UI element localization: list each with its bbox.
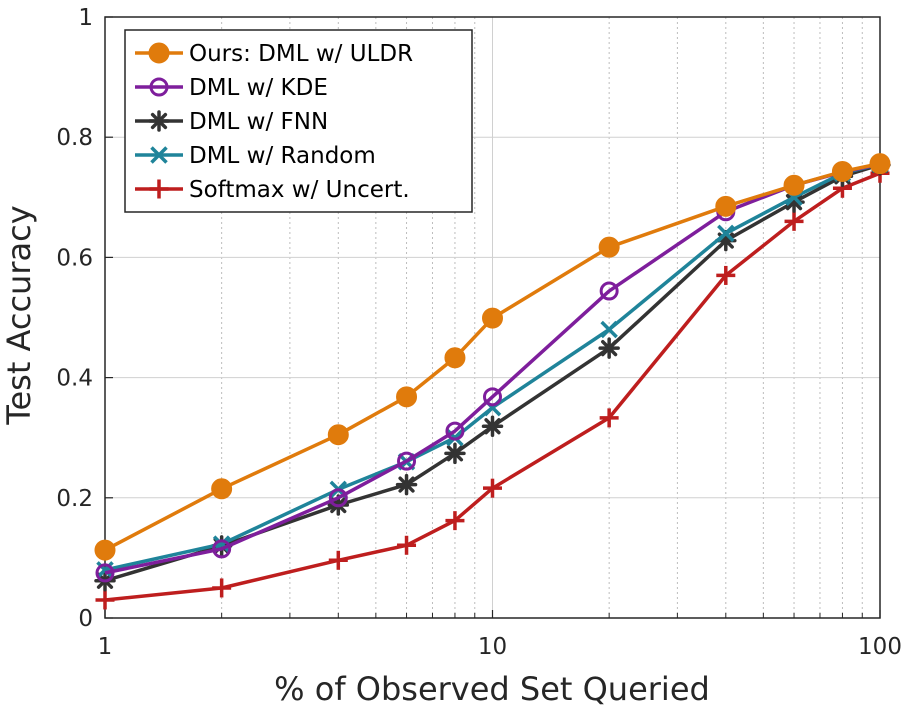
x-axis-label: % of Observed Set Queried [274,670,710,708]
marker-stroke [785,193,803,211]
data-point [598,337,620,359]
marker-stroke [446,445,464,462]
legend-marker [149,179,169,199]
marker-shape [445,421,465,441]
marker-shape [483,387,502,407]
x-tick-label: 10 [478,634,507,660]
marker-stroke [600,320,618,339]
series-ours-dml-w-uldr [94,153,891,561]
marker-stroke [601,340,618,357]
legend-item: Softmax w/ Uncert. [135,177,410,203]
data-point [716,265,736,285]
marker-shape [397,451,417,471]
legend-label: Ours: DML w/ ULDR [189,41,413,67]
legend-item: DML w/ Random [135,143,376,169]
marker-shape [148,42,170,64]
legend-marker [148,110,170,132]
data-point [482,307,503,329]
marker-stroke [484,418,501,435]
marker-shape [149,77,169,97]
marker-stroke [717,224,735,243]
y-tick-label: 0.6 [56,245,93,271]
marker-shape [444,347,466,369]
data-point [396,386,418,408]
marker-stroke [150,146,168,164]
data-point [444,442,466,465]
data-point [211,478,233,500]
legend-marker [149,77,169,97]
data-point [95,563,115,583]
marker-shape [482,307,503,329]
marker-shape [715,195,737,217]
y-tick-label: 0.2 [56,486,93,512]
data-point [94,539,116,561]
marker-shape [598,236,620,258]
data-point [599,281,619,301]
legend-label: Softmax w/ Uncert. [189,177,410,203]
y-tick-label: 1 [78,5,93,31]
marker-shape [396,386,418,408]
data-point [783,174,805,196]
data-point [831,160,853,182]
marker-shape [869,153,891,175]
y-tick-label: 0.4 [56,366,93,392]
data-point [212,578,232,598]
data-point [869,153,891,175]
data-point [715,195,737,217]
data-point [328,550,348,570]
data-point [212,539,232,559]
marker-shape [599,281,619,301]
legend-label: DML w/ FNN [189,109,328,135]
legend-marker [148,42,170,64]
legend-marker [150,146,168,164]
data-point [397,451,417,471]
marker-shape [211,478,233,500]
data-point [397,535,417,555]
data-point [395,473,418,496]
data-point [784,211,804,231]
marker-shape [328,488,348,508]
legend-label: DML w/ KDE [189,75,328,101]
x-tick-label: 100 [858,634,902,660]
x-tick-label: 1 [98,634,113,660]
marker-shape [95,563,115,583]
y-tick-label: 0.8 [56,125,93,151]
legend-item: DML w/ KDE [135,75,328,101]
data-point [328,488,348,508]
data-point [717,224,735,243]
marker-shape [831,160,853,182]
data-point [445,421,465,441]
legend-item: Ours: DML w/ ULDR [135,41,413,67]
data-point [481,415,504,438]
y-axis-label: Test Accuracy [0,205,38,425]
marker-shape [212,539,232,559]
legend-label: DML w/ Random [189,143,376,169]
marker-shape [783,174,805,196]
data-point [600,320,618,339]
data-point [483,478,502,498]
marker-shape [94,539,116,561]
series-group [94,153,891,610]
marker-stroke [150,112,168,130]
legend: Ours: DML w/ ULDR DML w/ KDE DML w/ FNN DML… [124,29,473,213]
axis-ticks: 1 10 100 0 0.2 0.4 0.6 0.8 1 [56,5,902,660]
marker-stroke [398,476,415,493]
data-point [95,590,115,610]
data-point [444,347,466,369]
marker-shape [327,424,349,446]
y-tick-label: 0 [78,606,93,632]
data-point [445,511,465,531]
data-point [327,424,349,446]
data-point [483,387,502,407]
legend-item: DML w/ FNN [135,109,328,135]
data-point [598,236,620,258]
data-point [599,408,619,428]
